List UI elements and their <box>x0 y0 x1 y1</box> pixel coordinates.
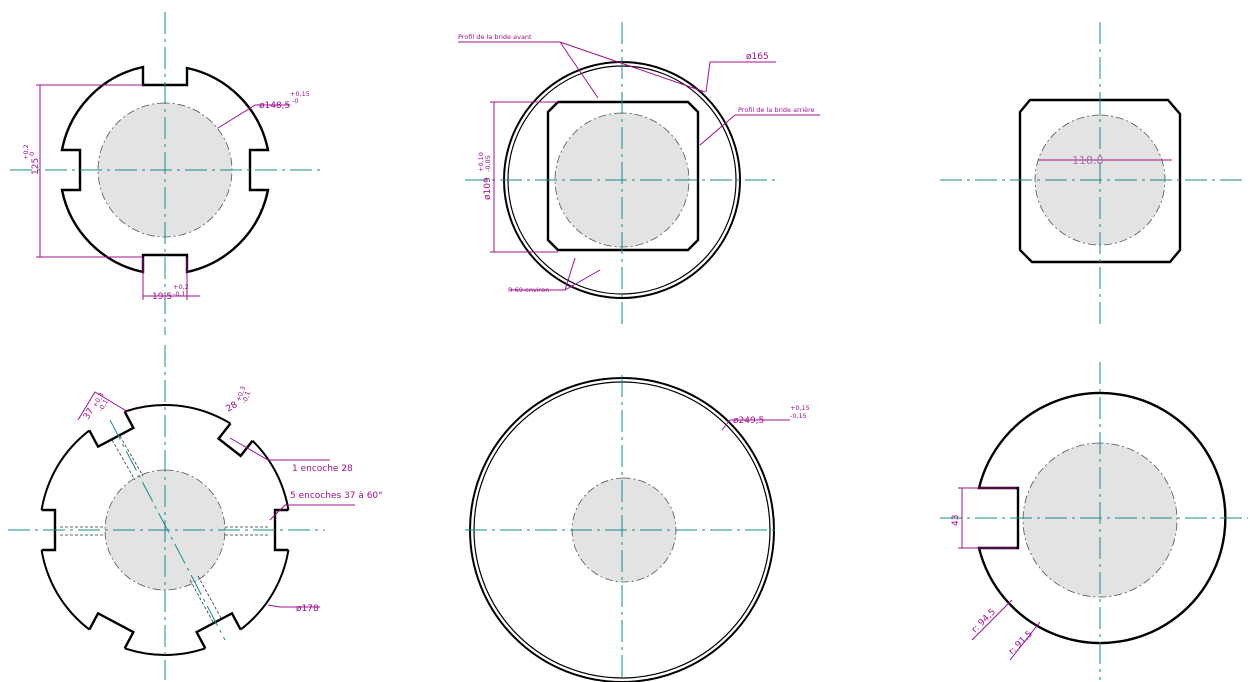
dim-text: ø109 <box>483 177 493 200</box>
label: 1 encoche 28 <box>292 464 353 474</box>
dim-text: 118.8 <box>1072 154 1104 167</box>
tol: -0,05 <box>484 155 492 172</box>
leader <box>721 419 790 431</box>
tol: +0,2 <box>173 283 189 291</box>
dim-text: ø165 <box>746 52 769 62</box>
view-1: ø148,5 +0,15 -0 125 +0,2 0 19,5 +0,2 -0,… <box>10 12 320 335</box>
tol: 0 <box>28 152 36 156</box>
dim-text: r: 94,5 <box>970 607 998 635</box>
tol: +0,2 <box>22 144 30 160</box>
leader <box>458 41 820 291</box>
view-2: Profil de la bride avant ø165 Profil de … <box>458 22 820 325</box>
tol: -0,1 <box>240 390 252 405</box>
view-3: 118.8 <box>940 22 1245 325</box>
leader <box>77 391 355 608</box>
view-6: 43 r: 94,5 r: 91,5 <box>940 362 1248 680</box>
label: Profil de la bride arrière <box>738 106 815 114</box>
dim-text: ø148,5 <box>259 101 290 111</box>
dim-text: 19,5 <box>152 292 172 302</box>
tol: -0,1 <box>173 290 186 298</box>
dim-text: ø178 <box>296 604 319 614</box>
axis <box>109 419 226 641</box>
tol: +0,15 <box>790 404 810 412</box>
tol: +0,10 <box>477 152 485 172</box>
tol: -0,15 <box>790 412 807 420</box>
dimension <box>36 84 290 300</box>
view-4: 1 encoche 28 5 encoches 37 à 60° ø178 37… <box>8 345 383 680</box>
label: Profil de la bride avant <box>458 33 532 41</box>
dim-text: 37 <box>82 407 96 422</box>
dim-text: r: 91,5 <box>1007 629 1035 657</box>
dim-text: 125 <box>31 158 41 175</box>
tol: -0 <box>292 97 298 105</box>
square-flange <box>1018 98 1182 264</box>
outline <box>977 391 1227 645</box>
label: R 69 environ <box>508 286 549 294</box>
tol: +0,15 <box>290 90 310 98</box>
dim-text: 43 <box>951 515 961 526</box>
view-5: ø249,5 +0,15 -0,15 <box>465 375 810 682</box>
pin-bore <box>60 435 268 623</box>
label: 5 encoches 37 à 60° <box>290 491 383 501</box>
dim-text: 28 <box>225 400 240 415</box>
dim-text: ø249,5 <box>733 416 764 426</box>
dimension <box>958 487 1041 661</box>
square-flange <box>546 100 700 252</box>
